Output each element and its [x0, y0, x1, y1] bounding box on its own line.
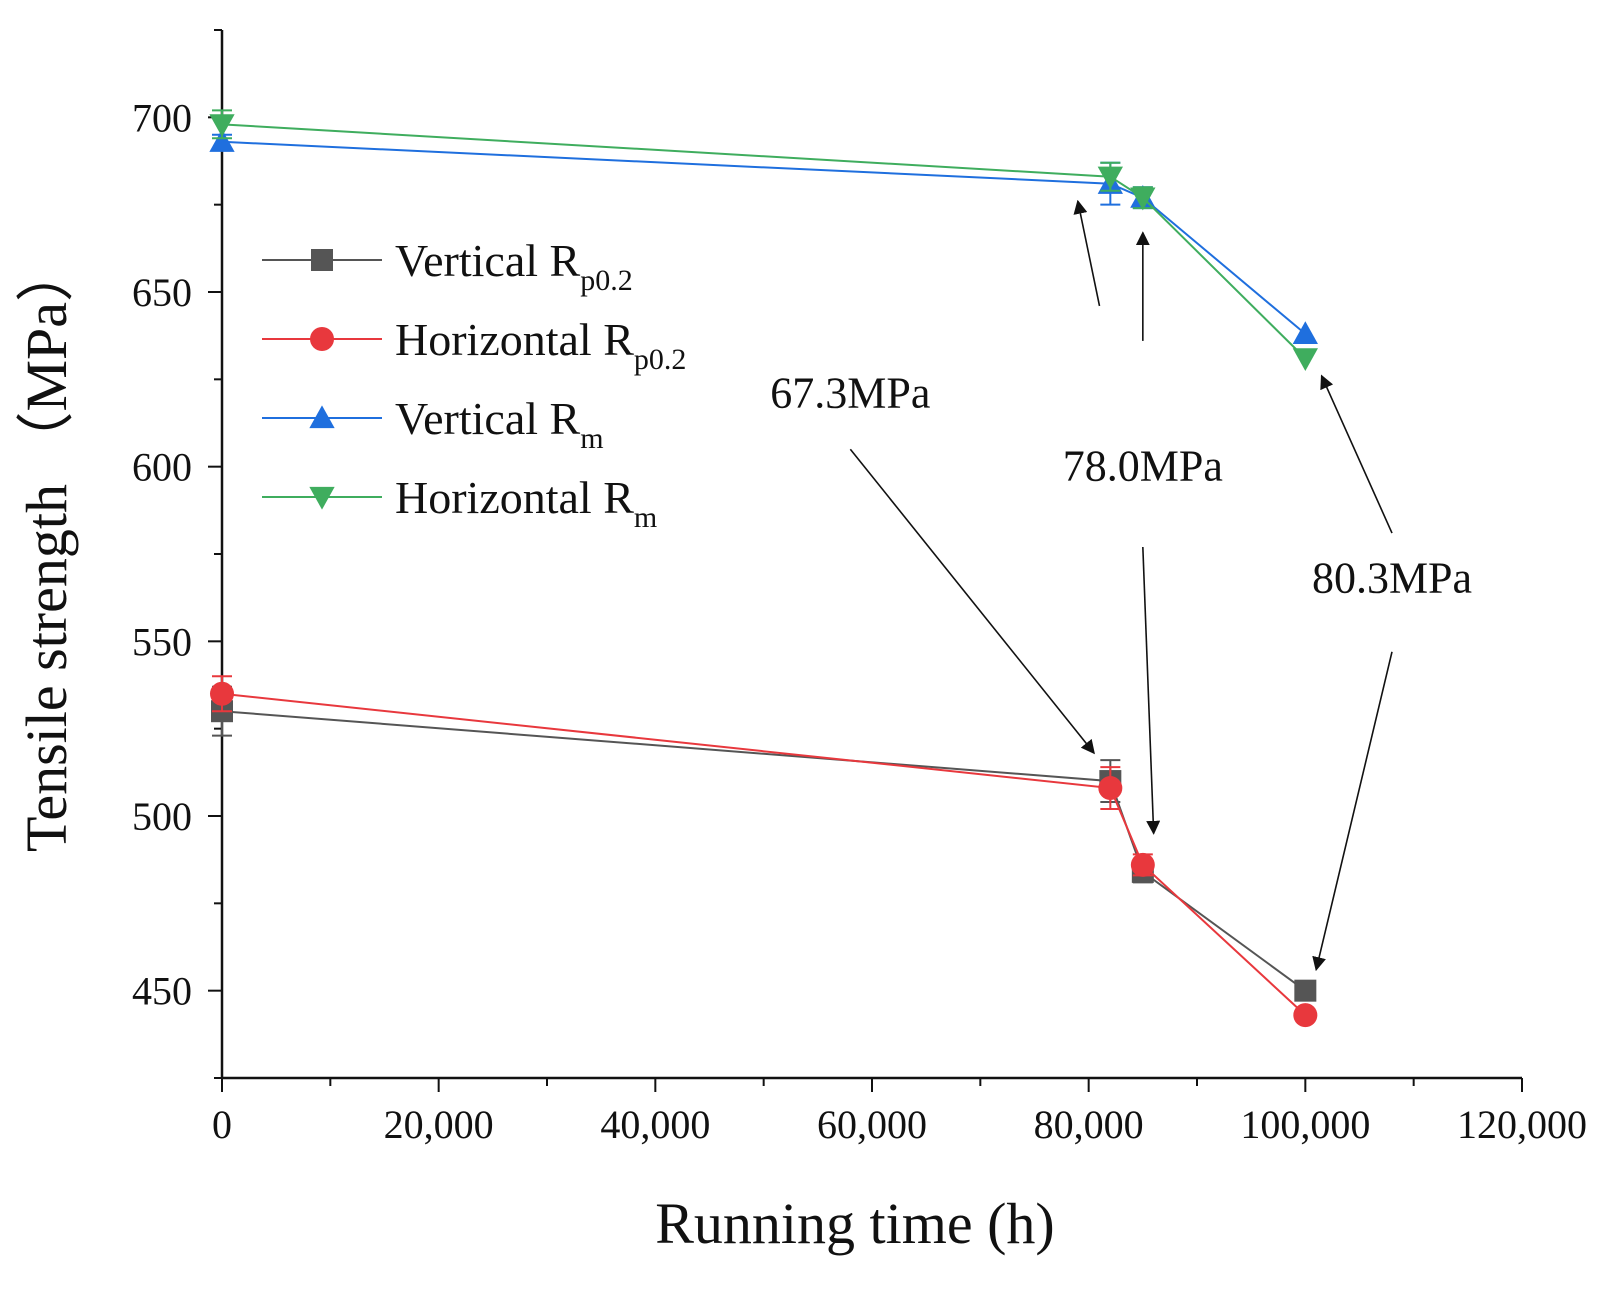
- y-tick-label: 550: [132, 619, 192, 664]
- y-tick-label: 650: [132, 270, 192, 315]
- axes: 0 20,000 40,000 60,000 80,000 100,000 120,000 4…: [132, 29, 1587, 1147]
- y-axis-title: Tensile strength （MPa）: [14, 244, 79, 852]
- y-tick-label: 600: [132, 445, 192, 490]
- legend-marker: [310, 327, 334, 351]
- series-line: [221, 710, 1306, 992]
- x-tick-label: 0: [212, 1102, 232, 1147]
- x-tick-label: 40,000: [600, 1102, 710, 1147]
- annotation-2: 78.0MPa: [1063, 231, 1223, 835]
- annotation-arrow: [1312, 651, 1393, 972]
- data-point: [1294, 979, 1317, 1002]
- annotation-label: 67.3MPa: [770, 368, 930, 417]
- legend-label: Vertical Rp0.2: [395, 235, 633, 297]
- legend-marker: [309, 486, 335, 510]
- data-point: [1097, 166, 1123, 190]
- annotation-label: 78.0MPa: [1063, 442, 1223, 491]
- series-line: [221, 140, 1306, 335]
- annotation-1: 67.3MPa: [770, 199, 1101, 755]
- legend-item-2: Horizontal Rp0.2: [262, 314, 686, 376]
- legend-marker: [311, 249, 333, 271]
- x-tick-label: 20,000: [384, 1102, 494, 1147]
- x-tick-label: 100,000: [1240, 1102, 1370, 1147]
- series-2: [210, 675, 1318, 1028]
- data-series: [209, 109, 1318, 1028]
- legend-item-1: Vertical Rp0.2: [262, 235, 633, 297]
- annotation-arrow: [1320, 374, 1393, 534]
- y-tick-label: 700: [132, 95, 192, 140]
- legend-label-subscript: m: [634, 501, 657, 534]
- x-tick-label: 60,000: [817, 1102, 927, 1147]
- data-point: [1098, 776, 1123, 801]
- data-point: [1293, 1003, 1318, 1028]
- legend-label: Horizontal Rm: [395, 472, 657, 534]
- data-point: [209, 114, 235, 137]
- legend-label-subscript: m: [580, 422, 603, 455]
- data-point: [1130, 187, 1156, 211]
- legend-item-3: Vertical Rm: [262, 393, 604, 455]
- legend-marker: [309, 405, 335, 429]
- x-axis-title: Running time (h): [655, 1191, 1055, 1256]
- series-line: [221, 123, 1307, 360]
- annotations: 67.3MPa 78.0MPa 80.3MPa: [770, 199, 1472, 972]
- series-4: [209, 109, 1318, 372]
- legend: Vertical Rp0.2 Horizontal Rp0.2 Vertical R…: [262, 235, 686, 534]
- series-line: [221, 692, 1307, 1016]
- legend-label: Vertical Rm: [395, 393, 604, 455]
- annotation-3: 80.3MPa: [1312, 374, 1472, 972]
- annotation-arrow: [849, 448, 1095, 755]
- legend-label: Horizontal Rp0.2: [395, 314, 686, 376]
- x-tick-label: 120,000: [1457, 1102, 1587, 1147]
- annotation-arrow: [1142, 546, 1161, 835]
- legend-item-4: Horizontal Rm: [262, 472, 657, 534]
- y-tick-label: 500: [132, 794, 192, 839]
- data-point: [209, 129, 235, 152]
- annotation-label: 80.3MPa: [1312, 553, 1472, 602]
- data-point: [1292, 348, 1318, 372]
- legend-label-subscript: p0.2: [580, 264, 633, 297]
- legend-label-subscript: p0.2: [634, 343, 687, 376]
- annotation-arrow: [1073, 199, 1101, 307]
- data-point: [210, 681, 234, 706]
- data-point: [1130, 852, 1155, 877]
- x-tick-label: 80,000: [1034, 1102, 1144, 1147]
- series-3: [209, 129, 1318, 345]
- data-point: [1292, 321, 1318, 345]
- y-tick-label: 450: [132, 969, 192, 1014]
